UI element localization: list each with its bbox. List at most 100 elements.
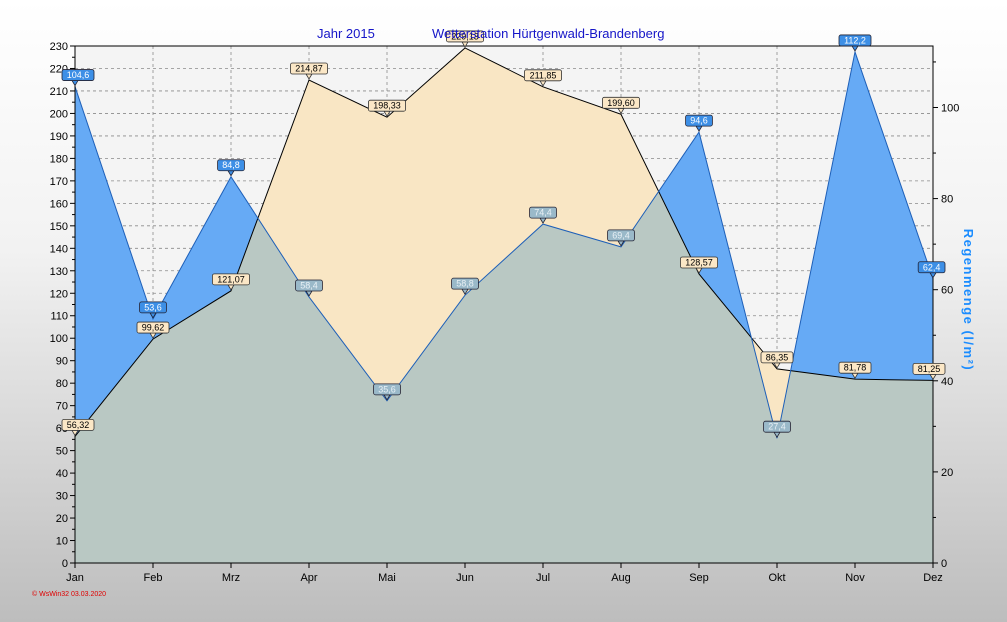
sunshine-label-sep: 128,57 bbox=[680, 256, 719, 274]
x-tick-label-sep: Sep bbox=[689, 572, 709, 584]
label-box bbox=[912, 362, 946, 375]
sunshine-label-aug: 199,60 bbox=[602, 96, 641, 115]
left-tick-label: 70 bbox=[56, 401, 68, 413]
x-tick-label-feb: Feb bbox=[144, 572, 163, 584]
left-tick-label: 210 bbox=[50, 86, 68, 98]
left-tick-label: 20 bbox=[56, 513, 68, 525]
left-tick-label: 10 bbox=[56, 536, 68, 548]
rain-label-jan: 104,6 bbox=[61, 69, 95, 87]
label-box bbox=[61, 419, 95, 431]
label-text: 198,33 bbox=[373, 101, 401, 111]
label-text: 27,4 bbox=[768, 422, 786, 432]
label-box bbox=[524, 69, 563, 82]
sunshine-label-feb: 99,62 bbox=[136, 321, 170, 339]
label-box bbox=[289, 62, 328, 75]
right-tick-label: 0 bbox=[941, 558, 947, 570]
label-box bbox=[211, 273, 250, 286]
sunshine-label-mrz: 121,07 bbox=[211, 273, 250, 291]
label-box bbox=[760, 351, 794, 364]
rain-label-mai: 35,6 bbox=[373, 383, 401, 401]
label-text: 53,6 bbox=[144, 302, 162, 312]
rain-label-okt: 27,4 bbox=[763, 420, 791, 438]
chart-title-station: Wetterstation Hürtgenwald-Brandenberg bbox=[432, 26, 664, 41]
rain-label-aug: 69,4 bbox=[607, 229, 635, 247]
label-box bbox=[139, 301, 167, 314]
right-tick-label: 60 bbox=[941, 285, 953, 297]
x-tick-label-nov: Nov bbox=[845, 572, 865, 584]
rain-label-sep: 94,6 bbox=[685, 114, 713, 132]
label-box bbox=[367, 99, 406, 112]
label-box bbox=[451, 277, 479, 290]
label-box bbox=[917, 261, 946, 274]
x-tick-label-jan: Jan bbox=[66, 572, 84, 584]
label-text: 211,85 bbox=[530, 70, 557, 80]
ticks: 0 10 20 30 40 50 60 70 80 90 100 110 120 130 140 150 160… bbox=[50, 41, 960, 584]
sunshine-label-jun: 229,13 bbox=[445, 30, 484, 48]
left-tick-label: 100 bbox=[50, 333, 68, 345]
left-tick-label: 150 bbox=[50, 221, 68, 233]
label-text: 56,32 bbox=[67, 420, 90, 430]
x-tick-label-mrz: Mrz bbox=[222, 572, 240, 584]
label-text: 229,13 bbox=[451, 31, 479, 41]
x-tick-label-jul: Jul bbox=[536, 572, 550, 584]
left-tick-label: 190 bbox=[50, 131, 68, 143]
label-text: 58,8 bbox=[456, 279, 474, 289]
sunshine-label-apr: 214,87 bbox=[289, 62, 328, 80]
label-box bbox=[373, 383, 401, 396]
label-text: 86,35 bbox=[766, 352, 789, 362]
right-axis-title: Regenmenge (l/m²) bbox=[961, 229, 976, 372]
left-tick-label: 140 bbox=[50, 243, 68, 255]
label-box bbox=[445, 30, 484, 43]
sunshine-label-jul: 211,85 bbox=[524, 69, 563, 87]
x-tick-label-aug: Aug bbox=[611, 572, 631, 584]
label-box bbox=[685, 114, 713, 127]
sunshine-label-dez: 81,25 bbox=[912, 362, 946, 381]
rain-label-apr: 58,4 bbox=[295, 279, 323, 297]
left-tick-label: 80 bbox=[56, 378, 68, 390]
chart-title-year: Jahr 2015 bbox=[317, 26, 375, 41]
left-tick-label: 110 bbox=[50, 311, 68, 323]
left-tick-label: 90 bbox=[56, 356, 68, 368]
label-text: 94,6 bbox=[690, 116, 708, 126]
sunshine-label-okt: 86,35 bbox=[760, 351, 794, 369]
rain-label-feb: 53,6 bbox=[139, 301, 167, 319]
sunshine-line bbox=[75, 47, 933, 437]
right-tick-label: 20 bbox=[941, 467, 953, 479]
label-box bbox=[838, 361, 872, 374]
left-tick-label: 0 bbox=[62, 558, 68, 570]
rain-label-mrz: 84,8 bbox=[217, 159, 245, 177]
sunshine-label-nov: 81,78 bbox=[838, 361, 872, 379]
label-text: 84,8 bbox=[222, 160, 240, 170]
x-tick-label-jun: Jun bbox=[456, 572, 474, 584]
label-text: 214,87 bbox=[295, 64, 323, 74]
left-tick-label: 200 bbox=[50, 108, 68, 120]
label-text: 35,6 bbox=[378, 384, 396, 394]
label-box bbox=[602, 96, 641, 109]
left-tick-label: 230 bbox=[50, 41, 68, 53]
label-text: 74,4 bbox=[534, 208, 552, 218]
areas bbox=[75, 47, 933, 563]
label-text: 121,07 bbox=[217, 274, 245, 284]
x-tick-label-apr: Apr bbox=[300, 572, 317, 584]
left-tick-label: 160 bbox=[50, 198, 68, 210]
rain-label-nov: 112,2 bbox=[838, 34, 872, 52]
footer-credit: © WsWin32 03.03.2020 bbox=[32, 590, 106, 598]
left-tick-label: 30 bbox=[56, 491, 68, 503]
label-box bbox=[217, 159, 245, 172]
rain-line bbox=[75, 50, 933, 439]
x-tick-label-mai: Mai bbox=[378, 572, 396, 584]
label-text: 99,62 bbox=[142, 323, 165, 333]
label-box bbox=[607, 229, 635, 242]
left-tick-label: 120 bbox=[50, 288, 68, 300]
label-text: 112,2 bbox=[844, 35, 866, 45]
label-text: 69,4 bbox=[612, 230, 630, 240]
label-text: 104,6 bbox=[67, 70, 90, 80]
sunshine-label-jan: 56,32 bbox=[61, 419, 95, 437]
label-text: 128,57 bbox=[685, 257, 713, 267]
label-text: 81,78 bbox=[844, 363, 867, 373]
sunshine-label-mai: 198,33 bbox=[367, 99, 406, 117]
left-tick-label: 50 bbox=[56, 446, 68, 458]
left-tick-label: 170 bbox=[50, 176, 68, 188]
data-labels: 56,32 99,62 121,07 214,87 198,33 229,13 211,85… bbox=[61, 30, 946, 438]
